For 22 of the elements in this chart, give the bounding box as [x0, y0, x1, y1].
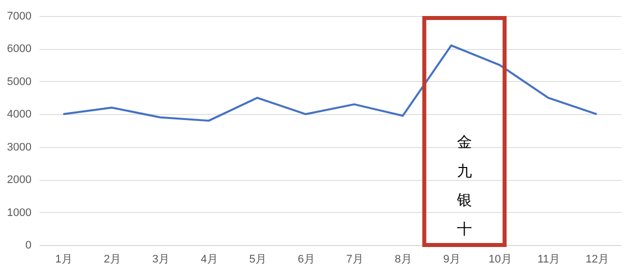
y-tick-label: 1000 [7, 206, 32, 219]
x-tick-label: 6月 [298, 254, 315, 266]
x-tick-label: 3月 [152, 254, 170, 266]
x-tick-label: 4月 [200, 254, 218, 266]
line-series [62, 44, 598, 122]
y-tick-label: 7000 [7, 10, 32, 22]
y-tick-label: 4000 [7, 108, 32, 121]
y-tick-label: 6000 [7, 43, 32, 56]
x-tick-label: 11月 [538, 254, 560, 266]
x-tick-label: 12月 [586, 254, 609, 266]
x-tick-label: 5月 [249, 254, 266, 266]
x-tick-label: 1月 [55, 254, 72, 266]
annotation: 金九银十 [456, 134, 472, 238]
x-tick-label: 9月 [443, 254, 460, 266]
x-tick-label: 2月 [104, 254, 121, 266]
x-tick-label: 7月 [346, 254, 364, 266]
y-tick-label: 2000 [7, 174, 32, 186]
x-tick-label: 10月 [488, 254, 512, 266]
y-tick-label: 0 [25, 240, 32, 252]
y-tick-label: 5000 [7, 76, 32, 88]
y-tick-label: 3000 [7, 141, 32, 154]
x-tick-label: 8月 [394, 254, 412, 266]
